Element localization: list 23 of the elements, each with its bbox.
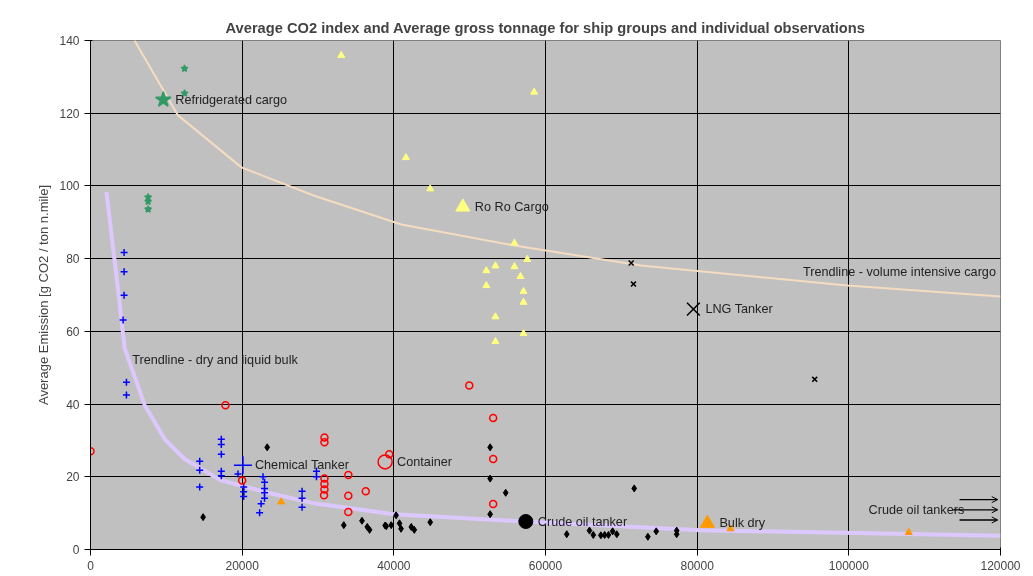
x-tick-label: 80000	[680, 558, 715, 573]
y-tick-label: 40	[66, 397, 80, 412]
series-label: Container	[397, 454, 452, 469]
y-tick-label: 120	[59, 106, 80, 121]
series-label: Bulk dry	[719, 516, 766, 531]
x-tick-label: 40000	[377, 558, 411, 573]
chart-title: Average CO2 index and Average gross tonnage for ship groups and individual observations	[225, 19, 865, 36]
series-label: Crude oil tanker	[537, 514, 628, 529]
y-tick-label: 20	[66, 470, 80, 485]
x-tick-label: 100000	[828, 558, 870, 573]
y-tick-label: 60	[66, 324, 80, 339]
annotation: Crude oil tankers	[868, 502, 965, 517]
x-tick-label: 0	[87, 558, 95, 573]
series-label: Chemical Tanker	[254, 458, 349, 473]
x-tick-label: 60000	[528, 558, 563, 573]
x-tick-label: 120000	[980, 558, 1021, 573]
y-tick-label: 140	[59, 34, 80, 48]
y-tick-label: 100	[59, 179, 80, 194]
y-axis-title: Average Emission [g CO2 / ton n.mile]	[36, 184, 52, 406]
y-tick-label: 80	[66, 252, 80, 267]
x-tick-label: 20000	[225, 558, 260, 573]
y-tick-label: 0	[72, 543, 80, 557]
series-label: LNG Tanker	[705, 302, 773, 317]
